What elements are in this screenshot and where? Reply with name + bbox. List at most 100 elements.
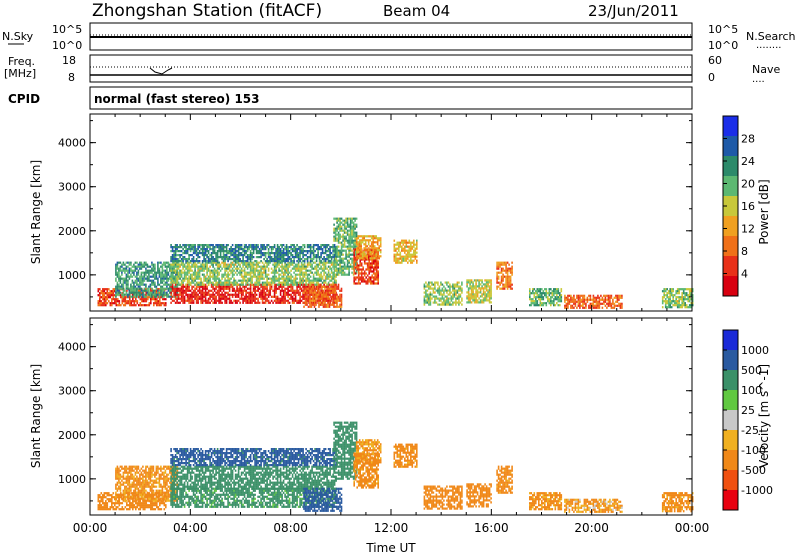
range-cell — [218, 250, 220, 253]
range-cell — [308, 273, 310, 276]
range-cell — [502, 263, 504, 266]
range-cell — [365, 268, 367, 271]
range-cell — [242, 279, 244, 282]
range-cell — [273, 261, 276, 264]
range-cell — [266, 281, 268, 284]
range-cell — [142, 295, 144, 298]
range-cell — [444, 299, 447, 302]
range-cell — [296, 287, 298, 290]
range-cell — [318, 277, 321, 280]
range-cell — [261, 261, 264, 264]
range-cell — [222, 295, 225, 298]
range-cell — [357, 270, 360, 273]
range-cell — [545, 292, 548, 295]
range-cell — [219, 279, 222, 282]
range-cell — [140, 271, 143, 274]
range-cell — [302, 256, 304, 259]
range-cell — [481, 293, 483, 296]
range-cell — [269, 258, 271, 261]
range-cell — [294, 281, 297, 284]
range-cell — [198, 273, 201, 276]
range-cell — [156, 300, 158, 303]
range-cell — [453, 287, 456, 290]
range-cell — [248, 248, 250, 251]
range-cell — [290, 287, 292, 290]
range-cell — [219, 299, 222, 302]
range-cell — [261, 299, 264, 302]
range-cell — [166, 261, 168, 264]
range-cell — [321, 267, 324, 270]
range-cell — [309, 305, 311, 308]
range-cell — [349, 263, 352, 266]
range-cell — [529, 298, 531, 301]
range-cell — [172, 281, 174, 284]
range-cell — [355, 241, 358, 244]
range-cell — [125, 269, 128, 272]
range-cell — [236, 267, 238, 270]
range-cell — [200, 301, 202, 304]
range-cell — [167, 295, 170, 298]
range-cell — [545, 296, 548, 299]
range-cell — [203, 252, 205, 255]
range-cell — [117, 304, 119, 307]
range-cell — [330, 258, 333, 261]
range-cell — [423, 285, 426, 288]
range-cell — [369, 254, 372, 257]
range-cell — [551, 294, 554, 297]
range-cell — [294, 267, 297, 270]
range-cell — [340, 227, 343, 230]
range-cell — [366, 274, 369, 277]
range-cell — [332, 248, 334, 251]
range-cell — [339, 233, 341, 236]
range-cell — [453, 289, 456, 292]
range-cell — [252, 287, 255, 290]
range-cell — [472, 295, 474, 298]
range-cell — [207, 258, 210, 261]
range-cell — [340, 229, 343, 232]
range-cell — [130, 289, 132, 292]
range-cell — [228, 248, 231, 251]
range-cell — [218, 301, 220, 304]
range-cell — [186, 287, 189, 290]
range-cell — [180, 281, 183, 284]
range-cell — [342, 223, 344, 226]
range-cell — [300, 252, 303, 255]
range-cell — [284, 273, 286, 276]
range-cell — [154, 269, 156, 272]
range-cell — [171, 287, 174, 290]
range-cell — [368, 270, 370, 273]
range-cell — [378, 247, 380, 250]
range-cell — [116, 285, 119, 288]
range-cell — [177, 281, 180, 284]
range-cell — [369, 276, 372, 279]
range-cell — [152, 267, 155, 270]
range-cell — [376, 239, 379, 242]
range-cell — [146, 275, 149, 278]
range-cell — [239, 263, 241, 266]
range-cell — [157, 267, 159, 270]
range-cell — [401, 239, 403, 242]
range-cell — [458, 301, 460, 304]
range-cell — [398, 245, 400, 248]
range-cell — [285, 254, 288, 257]
range-cell — [402, 243, 405, 246]
range-cell — [278, 273, 280, 276]
range-cell — [102, 288, 104, 291]
range-cell — [260, 260, 262, 263]
range-cell — [318, 283, 320, 286]
range-cell — [447, 297, 450, 300]
range-cell — [154, 302, 157, 305]
range-cell — [122, 267, 125, 270]
range-cell — [195, 293, 198, 296]
range-cell — [203, 254, 205, 257]
range-cell — [245, 246, 247, 249]
range-cell — [487, 295, 489, 298]
range-cell — [219, 263, 222, 266]
range-cell — [194, 283, 196, 286]
range-cell — [337, 271, 340, 274]
range-cell — [342, 229, 344, 232]
range-cell — [243, 248, 246, 251]
range-cell — [158, 261, 161, 264]
range-cell — [399, 261, 402, 264]
